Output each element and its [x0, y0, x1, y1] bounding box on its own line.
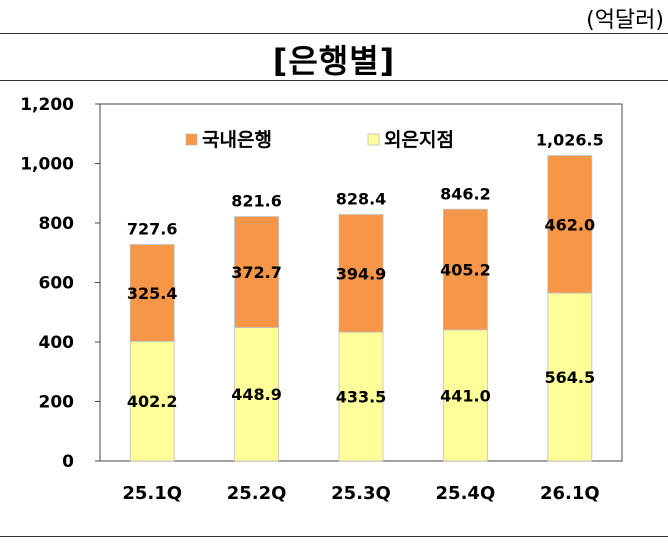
y-tick-label: 600 — [39, 274, 75, 294]
top-rule — [0, 33, 668, 34]
segment-value-label: 325.4 — [127, 284, 178, 303]
y-tick-label: 400 — [39, 333, 75, 353]
y-tick-label: 0 — [62, 452, 74, 472]
unit-label: (억달러) — [586, 8, 664, 33]
segment-value-label: 462.0 — [544, 215, 595, 234]
y-tick-label: 1,000 — [20, 155, 74, 175]
segment-value-label: 394.9 — [336, 264, 387, 283]
segment-value-label: 564.5 — [544, 368, 595, 387]
title-rule — [0, 80, 668, 81]
bar-segment-domestic-bank — [234, 216, 280, 328]
segment-value-label: 402.2 — [127, 392, 178, 411]
segment-value-label: 433.5 — [336, 388, 387, 407]
bar-segment-domestic-bank — [338, 214, 384, 333]
bar-segment-domestic-bank — [129, 244, 175, 342]
x-category-label: 25.2Q — [227, 483, 287, 504]
total-value-label: 846.2 — [440, 184, 491, 203]
bottom-rule — [0, 536, 668, 537]
total-value-label: 821.6 — [231, 192, 282, 211]
total-value-label: 1,026.5 — [536, 131, 604, 150]
x-category-label: 25.4Q — [436, 483, 496, 504]
total-value-label: 727.6 — [127, 220, 178, 239]
bar-segment-foreign-branch — [547, 292, 593, 462]
legend-swatch — [367, 133, 380, 146]
legend-label: 외은지점 — [384, 129, 454, 151]
legend-swatch — [185, 133, 198, 146]
y-tick-label: 1,200 — [20, 95, 74, 115]
x-category-label: 25.3Q — [331, 483, 391, 504]
x-category-label: 26.1Q — [540, 483, 600, 504]
bar-segment-foreign-branch — [129, 340, 175, 462]
total-value-label: 828.4 — [336, 190, 387, 209]
legend-label: 국내은행 — [202, 129, 272, 151]
bar-segment-domestic-bank — [547, 155, 593, 294]
bar-segment-foreign-branch — [234, 327, 280, 462]
y-tick-label: 800 — [39, 214, 75, 234]
segment-value-label: 405.2 — [440, 261, 491, 280]
y-tick-label: 200 — [39, 393, 75, 413]
bar-segment-foreign-branch — [338, 331, 384, 462]
segment-value-label: 448.9 — [231, 385, 282, 404]
chart-title: [은행별] — [272, 42, 396, 80]
segment-value-label: 441.0 — [440, 386, 491, 405]
x-category-label: 25.1Q — [122, 483, 182, 504]
segment-value-label: 372.7 — [231, 263, 282, 282]
bar-segment-domestic-bank — [442, 208, 488, 331]
